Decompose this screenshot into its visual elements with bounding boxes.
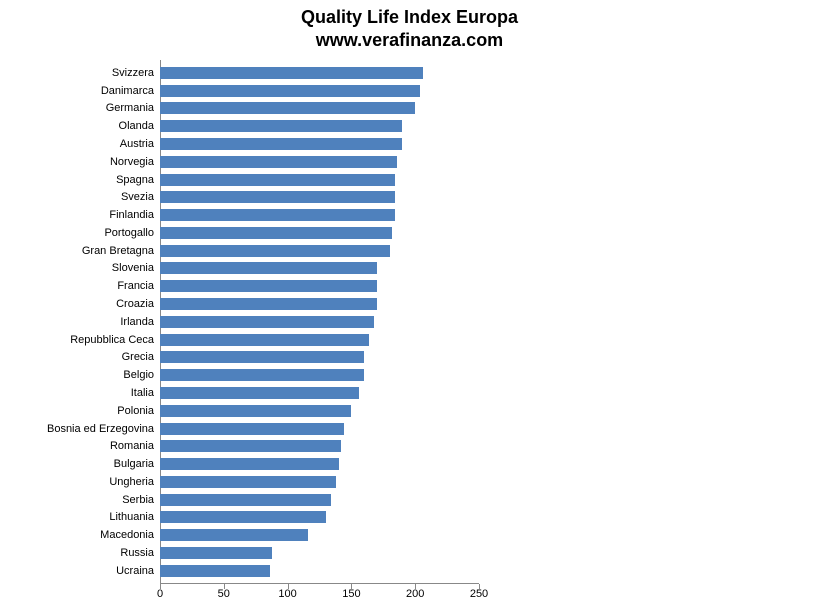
bar-row: Austria: [160, 137, 479, 151]
bar: [160, 120, 402, 132]
bar: [160, 565, 270, 577]
bar-label: Norvegia: [110, 155, 154, 169]
bar-label: Ucraina: [116, 564, 154, 578]
bar-label: Russia: [120, 546, 154, 560]
bar-label: Olanda: [119, 119, 154, 133]
bar: [160, 316, 374, 328]
bar-row: Grecia: [160, 350, 479, 364]
bar: [160, 298, 377, 310]
bar: [160, 476, 336, 488]
bar-label: Bosnia ed Erzegovina: [47, 422, 154, 436]
bar-row: Ungheria: [160, 475, 479, 489]
bar-label: Francia: [117, 279, 154, 293]
bar-row: Ucraina: [160, 564, 479, 578]
bar-row: Bosnia ed Erzegovina: [160, 422, 479, 436]
bar-row: Russia: [160, 546, 479, 560]
plot-area: Svizzera Danimarca Germania Olanda Austria No…: [160, 60, 479, 584]
bar-label: Italia: [131, 386, 154, 400]
bar-label: Repubblica Ceca: [70, 333, 154, 347]
bar-row: Spagna: [160, 173, 479, 187]
bar: [160, 174, 395, 186]
bar-label: Svizzera: [112, 66, 154, 80]
chart-title-line-1: Quality Life Index Europa: [0, 6, 819, 29]
bar: [160, 529, 308, 541]
bar: [160, 387, 359, 399]
bar: [160, 156, 397, 168]
bar-row: Serbia: [160, 493, 479, 507]
bar-label: Belgio: [123, 368, 154, 382]
bar-row: Polonia: [160, 404, 479, 418]
bar-row: Francia: [160, 279, 479, 293]
bar-row: Italia: [160, 386, 479, 400]
bar-row: Olanda: [160, 119, 479, 133]
bar-row: Germania: [160, 101, 479, 115]
bar: [160, 191, 395, 203]
bar-row: Norvegia: [160, 155, 479, 169]
bar-row: Finlandia: [160, 208, 479, 222]
x-tick-label: 200: [406, 588, 424, 600]
bar-row: Svezia: [160, 190, 479, 204]
bar: [160, 369, 364, 381]
chart-container: Quality Life Index Europa www.verafinanz…: [0, 0, 819, 614]
bar: [160, 351, 364, 363]
bar-row: Lithuania: [160, 510, 479, 524]
bar: [160, 440, 341, 452]
bar: [160, 262, 377, 274]
bar: [160, 458, 339, 470]
bar-row: Repubblica Ceca: [160, 333, 479, 347]
bar-row: Belgio: [160, 368, 479, 382]
bar-label: Gran Bretagna: [82, 244, 154, 258]
bar: [160, 138, 402, 150]
bar-row: Portogallo: [160, 226, 479, 240]
bar-label: Spagna: [116, 173, 154, 187]
bar-label: Lithuania: [109, 510, 154, 524]
bar: [160, 280, 377, 292]
bar: [160, 209, 395, 221]
bar: [160, 245, 390, 257]
bar-row: Bulgaria: [160, 457, 479, 471]
bar-label: Polonia: [117, 404, 154, 418]
chart-title-line-2: www.verafinanza.com: [0, 29, 819, 52]
bar-label: Grecia: [122, 350, 154, 364]
bar-label: Danimarca: [101, 84, 154, 98]
bar-label: Germania: [106, 101, 154, 115]
x-tick-label: 50: [218, 588, 230, 600]
bar-row: Romania: [160, 439, 479, 453]
bar-label: Serbia: [122, 493, 154, 507]
x-tick-label: 100: [278, 588, 296, 600]
bar: [160, 102, 415, 114]
bar: [160, 227, 392, 239]
bar-row: Gran Bretagna: [160, 244, 479, 258]
bar: [160, 423, 344, 435]
bar: [160, 67, 423, 79]
bar-row: Svizzera: [160, 66, 479, 80]
bar-label: Svezia: [121, 190, 154, 204]
bar: [160, 85, 420, 97]
bar-label: Irlanda: [120, 315, 154, 329]
bar-label: Finlandia: [109, 208, 154, 222]
bar-label: Romania: [110, 439, 154, 453]
bar-label: Austria: [120, 137, 154, 151]
bar-row: Danimarca: [160, 84, 479, 98]
bar-label: Portogallo: [104, 226, 154, 240]
bars-group: Svizzera Danimarca Germania Olanda Austria No…: [160, 60, 479, 584]
bar-row: Croazia: [160, 297, 479, 311]
bar: [160, 511, 326, 523]
bar-label: Macedonia: [100, 528, 154, 542]
bar-label: Slovenia: [112, 261, 154, 275]
bar-row: Irlanda: [160, 315, 479, 329]
bar-row: Slovenia: [160, 261, 479, 275]
x-tick-label: 250: [470, 588, 488, 600]
x-tick-label: 150: [342, 588, 360, 600]
x-tick-label: 0: [157, 588, 163, 600]
bar-row: Macedonia: [160, 528, 479, 542]
bar: [160, 334, 369, 346]
bar-label: Bulgaria: [114, 457, 154, 471]
bar-label: Ungheria: [109, 475, 154, 489]
chart-title-block: Quality Life Index Europa www.verafinanz…: [0, 0, 819, 51]
bar: [160, 405, 351, 417]
bar-label: Croazia: [116, 297, 154, 311]
bar: [160, 494, 331, 506]
bar: [160, 547, 272, 559]
